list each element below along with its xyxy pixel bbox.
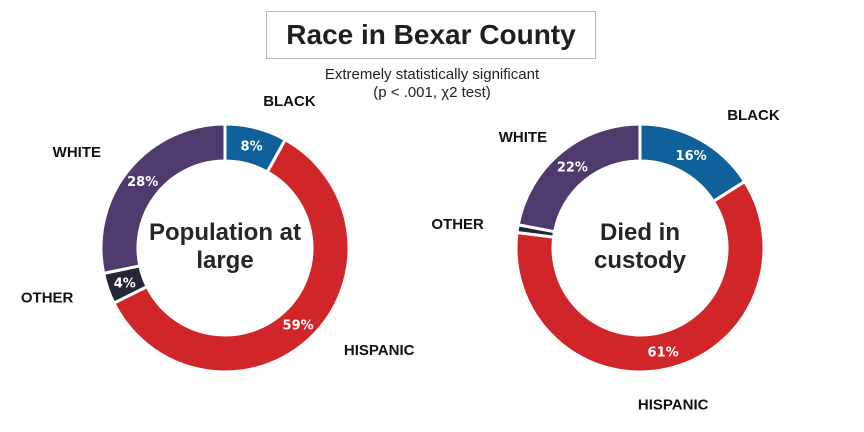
slice-white bbox=[516, 122, 642, 234]
value-label-black: 8% bbox=[241, 139, 263, 154]
subtitle-line-1: Extremely statistically significant bbox=[324, 66, 540, 83]
value-label-hispanic: 59% bbox=[283, 319, 314, 334]
category-label-black: BLACK bbox=[263, 93, 316, 110]
slice-white bbox=[99, 122, 227, 275]
center-label-line-2: large bbox=[196, 247, 253, 274]
slice-hispanic bbox=[514, 180, 766, 374]
center-label-line-1: Population at bbox=[149, 219, 301, 246]
value-label-white: 22% bbox=[557, 160, 588, 175]
category-label-hispanic: HISPANIC bbox=[344, 342, 415, 359]
center-label-line-2: custody bbox=[594, 247, 687, 274]
chart-subtitle: Extremely statistically significant (p <… bbox=[232, 66, 632, 102]
center-label-line-1: Died in bbox=[600, 219, 680, 246]
category-label-other: OTHER bbox=[21, 290, 74, 307]
value-label-other: 4% bbox=[114, 277, 136, 292]
chart-title: Race in Bexar County bbox=[266, 11, 596, 59]
category-label-other: OTHER bbox=[431, 216, 484, 233]
subtitle-line-2: (p < .001, χ2 test) bbox=[373, 84, 491, 101]
category-label-hispanic: HISPANIC bbox=[638, 396, 709, 413]
value-label-hispanic: 61% bbox=[648, 345, 679, 360]
value-label-white: 28% bbox=[127, 175, 158, 190]
category-label-white: WHITE bbox=[53, 144, 101, 161]
slice-hispanic bbox=[112, 138, 351, 374]
category-label-white: WHITE bbox=[499, 129, 547, 146]
value-label-black: 16% bbox=[676, 149, 707, 164]
donut-chart-2: BLACK 16% HISPANIC 61% OTHER WHITE 22% Died inc… bbox=[431, 107, 780, 413]
category-label-black: BLACK bbox=[727, 107, 780, 124]
donut-chart-1: BLACK 8% HISPANIC 59% OTHER 4% WHITE 28% Populat… bbox=[21, 93, 415, 374]
